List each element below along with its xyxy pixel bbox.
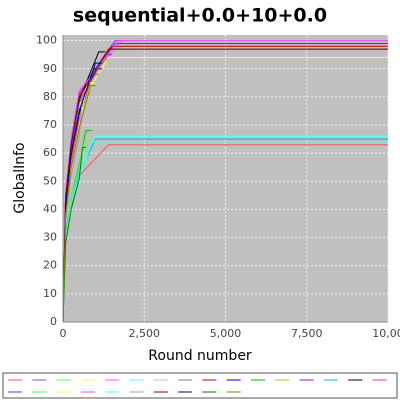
y-tick-label: 70 <box>43 118 57 131</box>
x-tick-label: 10,00 <box>372 327 400 340</box>
y-tick-label: 40 <box>43 202 57 215</box>
y-tick-label: 50 <box>43 174 57 187</box>
y-tick-label: 20 <box>43 259 57 272</box>
x-tick-label: 5,000 <box>210 327 242 340</box>
y-tick-label: 30 <box>43 231 57 244</box>
y-tick-label: 80 <box>43 90 57 103</box>
x-tick-label: 2,500 <box>129 327 161 340</box>
y-tick-label: 100 <box>36 34 57 47</box>
plot-area <box>63 35 388 322</box>
y-tick-label: 10 <box>43 287 57 300</box>
series-line <box>62 147 86 323</box>
y-tick-label: 90 <box>43 62 57 75</box>
x-axis-label: Round number <box>148 348 252 364</box>
series-line <box>62 85 96 323</box>
x-tick-label: 7,500 <box>291 327 323 340</box>
legend-box <box>2 372 398 399</box>
y-tick-label: 60 <box>43 146 57 159</box>
y-tick-label: 0 <box>50 315 57 328</box>
x-tick-label: 0 <box>60 327 67 340</box>
chart-title: sequential+0.0+10+0.0 <box>73 5 327 27</box>
y-axis-label: GlobalInfo <box>12 142 28 213</box>
